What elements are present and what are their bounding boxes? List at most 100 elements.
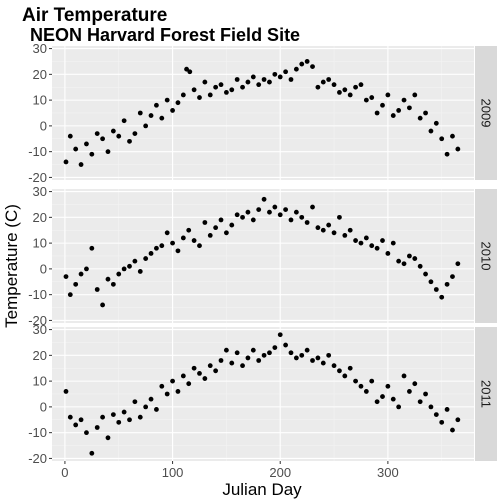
data-point (154, 102, 159, 108)
data-point (175, 248, 181, 254)
data-point (450, 133, 455, 139)
data-point (417, 399, 423, 405)
data-point (67, 133, 73, 139)
y-tick-label: 10 (33, 236, 47, 251)
data-point (202, 79, 208, 85)
data-point (100, 302, 105, 308)
data-point (267, 350, 272, 356)
data-point (250, 217, 256, 223)
data-point (353, 84, 358, 90)
data-point (358, 383, 364, 389)
data-point (229, 360, 235, 366)
data-point (132, 131, 138, 137)
data-point (105, 149, 111, 155)
data-point (250, 347, 256, 353)
data-point (94, 425, 100, 430)
data-point (315, 355, 321, 361)
data-point (191, 87, 197, 93)
data-point (380, 394, 385, 399)
data-point (380, 238, 385, 243)
data-point (439, 419, 445, 425)
data-point (380, 102, 385, 108)
facet-strip-label: 2010 (479, 242, 494, 271)
data-point (132, 399, 138, 405)
data-point (159, 383, 165, 389)
data-point (261, 352, 267, 358)
data-point (299, 61, 305, 67)
y-tick-label: 20 (33, 348, 47, 363)
data-point (326, 352, 332, 358)
data-point (439, 294, 445, 300)
facet-panel-2011: -20 -10 0 10 20 30 2011 (28, 322, 497, 466)
data-point (137, 269, 143, 274)
data-point (347, 365, 353, 371)
facet-strip-label: 2009 (479, 99, 494, 128)
data-point (121, 409, 127, 415)
data-point (143, 256, 149, 261)
data-point (304, 347, 310, 353)
x-axis-label: Julian Day (222, 480, 302, 499)
data-point (164, 97, 170, 103)
x-tick-label: 200 (269, 465, 291, 480)
data-point (180, 92, 186, 98)
facet-panels: -20-1001020302009-20-1001020302010-20-10… (28, 41, 497, 480)
data-point (73, 281, 79, 287)
y-tick-label: 0 (40, 399, 47, 414)
data-point (164, 230, 170, 236)
data-point (256, 207, 262, 213)
facet-strip-label: 2011 (479, 380, 494, 408)
data-point (412, 256, 418, 261)
data-point (401, 261, 407, 267)
data-point (137, 110, 143, 116)
data-point (267, 209, 272, 215)
data-point (223, 347, 229, 353)
data-point (63, 159, 69, 165)
chart-subtitle: NEON Harvard Forest Field Site (30, 25, 300, 45)
data-point (331, 82, 337, 88)
data-point (417, 263, 423, 269)
data-point (277, 74, 283, 80)
data-point (347, 92, 353, 98)
data-point (433, 412, 439, 418)
data-point (223, 230, 229, 236)
data-point (105, 435, 111, 441)
data-point (277, 332, 283, 338)
facet-strip (475, 46, 497, 180)
y-tick-label: 0 (40, 261, 47, 276)
data-point (390, 113, 396, 118)
data-point (63, 389, 69, 394)
data-point (299, 352, 305, 358)
y-tick-label: -20 (28, 451, 47, 466)
facet-panel-2010: -20 -10 0 10 20 30 2010 (28, 184, 497, 328)
data-point (342, 232, 348, 238)
data-point (164, 391, 170, 397)
data-point (283, 207, 289, 213)
data-point (304, 59, 310, 64)
data-point (175, 100, 181, 106)
data-point (89, 245, 95, 251)
data-point (245, 209, 251, 215)
y-tick-label: 20 (33, 210, 47, 225)
data-point (261, 196, 267, 202)
y-tick-label: 10 (33, 93, 47, 108)
data-point (148, 251, 154, 256)
data-point (127, 263, 132, 269)
data-point (154, 245, 159, 251)
data-point (433, 120, 439, 126)
data-point (293, 66, 299, 72)
data-point (326, 77, 332, 82)
x-tick-label: 300 (377, 465, 399, 480)
data-point (455, 417, 461, 423)
data-point (337, 368, 342, 374)
y-tick-label: -20 (28, 170, 47, 185)
data-point (374, 245, 380, 251)
data-point (304, 220, 310, 225)
data-point (369, 243, 375, 249)
data-point (315, 84, 321, 90)
data-point (337, 89, 342, 95)
data-point (401, 97, 407, 103)
data-point (423, 110, 428, 116)
data-point (310, 64, 315, 70)
data-point (191, 365, 197, 371)
